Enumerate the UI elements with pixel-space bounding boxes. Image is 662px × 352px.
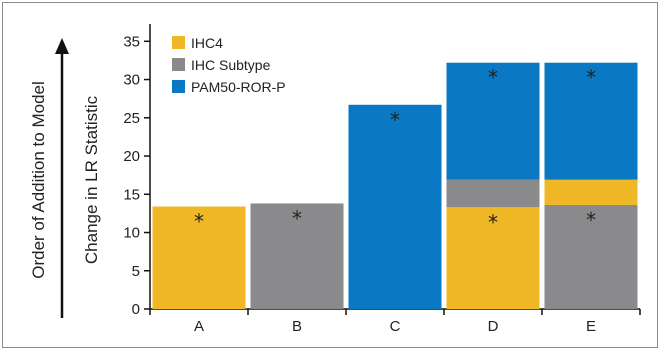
bar-segment-D-pam50-ror-p — [446, 62, 540, 180]
significance-star: * — [194, 210, 204, 234]
legend-swatch — [172, 36, 185, 49]
bar-segment-D-ihc-subtype — [446, 179, 540, 208]
outer-label: Order of Addition to Model — [29, 81, 48, 279]
y-axis-title: Change in LR Statistic — [82, 95, 101, 264]
y-tick-label: 35 — [123, 33, 140, 50]
order-arrow — [55, 38, 69, 318]
significance-star: * — [586, 208, 596, 232]
bar-segment-C-pam50-ror-p — [348, 104, 442, 309]
bar-segment-B-ihc-subtype — [250, 203, 344, 309]
significance-star: * — [488, 66, 498, 90]
y-tick-label: 30 — [123, 72, 140, 89]
bar-segment-E-ihc4 — [544, 179, 638, 205]
order-arrow-head — [55, 38, 69, 54]
y-tick-label: 5 — [132, 263, 140, 280]
significance-star: * — [390, 108, 400, 132]
significance-star: * — [586, 66, 596, 90]
legend-swatch — [172, 80, 185, 93]
significance-markers: * * * * * * * — [194, 66, 596, 235]
legend-label: IHC4 — [191, 35, 223, 51]
bars — [152, 62, 638, 309]
y-tick-label: 10 — [123, 225, 140, 242]
x-tick-label: E — [586, 318, 596, 335]
y-axis: 0 5 10 15 20 25 30 35 — [123, 24, 151, 318]
bar-segment-A-ihc4 — [152, 206, 246, 309]
legend-swatch — [172, 58, 185, 71]
legend-label: IHC Subtype — [191, 57, 271, 73]
y-tick-label: 20 — [123, 148, 140, 165]
legend-label: PAM50-ROR-P — [191, 79, 286, 95]
bar-segment-E-ihc-subtype — [544, 204, 638, 309]
y-tick-label: 25 — [123, 110, 140, 127]
y-tick-label: 0 — [132, 301, 140, 318]
x-tick-label: C — [390, 318, 401, 335]
x-tick-label: B — [292, 318, 302, 335]
x-axis: A B C D E — [149, 308, 641, 335]
bar-segment-E-pam50-ror-p — [544, 62, 638, 180]
significance-star: * — [292, 206, 302, 230]
bar-segment-D-ihc4 — [446, 207, 540, 309]
x-tick-label: D — [488, 318, 499, 335]
x-tick-label: A — [194, 318, 204, 335]
significance-star: * — [488, 210, 498, 234]
chart-frame — [2, 2, 658, 348]
legend: IHC4 IHC Subtype PAM50-ROR-P — [172, 35, 286, 95]
y-tick-label: 15 — [123, 186, 140, 203]
